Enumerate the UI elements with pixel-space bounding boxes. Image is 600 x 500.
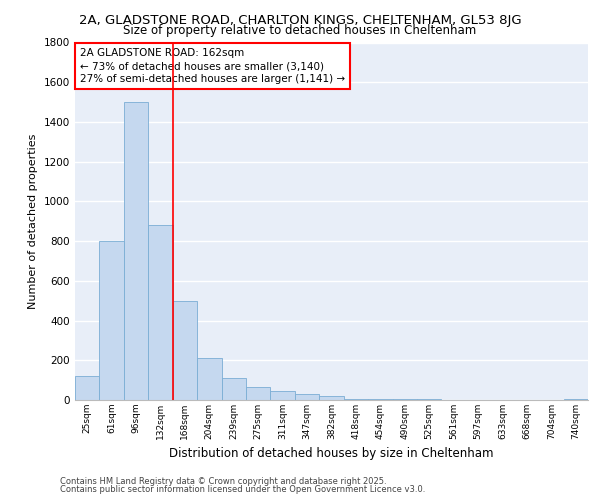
Bar	[295, 394, 319, 400]
Text: Size of property relative to detached houses in Cheltenham: Size of property relative to detached ho…	[124, 24, 476, 37]
Bar	[221, 378, 246, 400]
Bar	[368, 399, 392, 400]
Bar	[100, 241, 124, 400]
Bar	[197, 358, 221, 400]
Y-axis label: Number of detached properties: Number of detached properties	[28, 134, 38, 309]
Bar	[75, 376, 100, 400]
Bar	[344, 399, 368, 400]
Text: Contains public sector information licensed under the Open Government Licence v3: Contains public sector information licen…	[60, 484, 425, 494]
Text: 2A GLADSTONE ROAD: 162sqm
← 73% of detached houses are smaller (3,140)
27% of se: 2A GLADSTONE ROAD: 162sqm ← 73% of detac…	[80, 48, 345, 84]
Text: 2A, GLADSTONE ROAD, CHARLTON KINGS, CHELTENHAM, GL53 8JG: 2A, GLADSTONE ROAD, CHARLTON KINGS, CHEL…	[79, 14, 521, 27]
Bar	[319, 396, 344, 400]
Bar	[124, 102, 148, 400]
Text: Contains HM Land Registry data © Crown copyright and database right 2025.: Contains HM Land Registry data © Crown c…	[60, 477, 386, 486]
Bar	[271, 391, 295, 400]
Bar	[246, 387, 271, 400]
Bar	[148, 225, 173, 400]
X-axis label: Distribution of detached houses by size in Cheltenham: Distribution of detached houses by size …	[169, 448, 494, 460]
Bar	[173, 300, 197, 400]
